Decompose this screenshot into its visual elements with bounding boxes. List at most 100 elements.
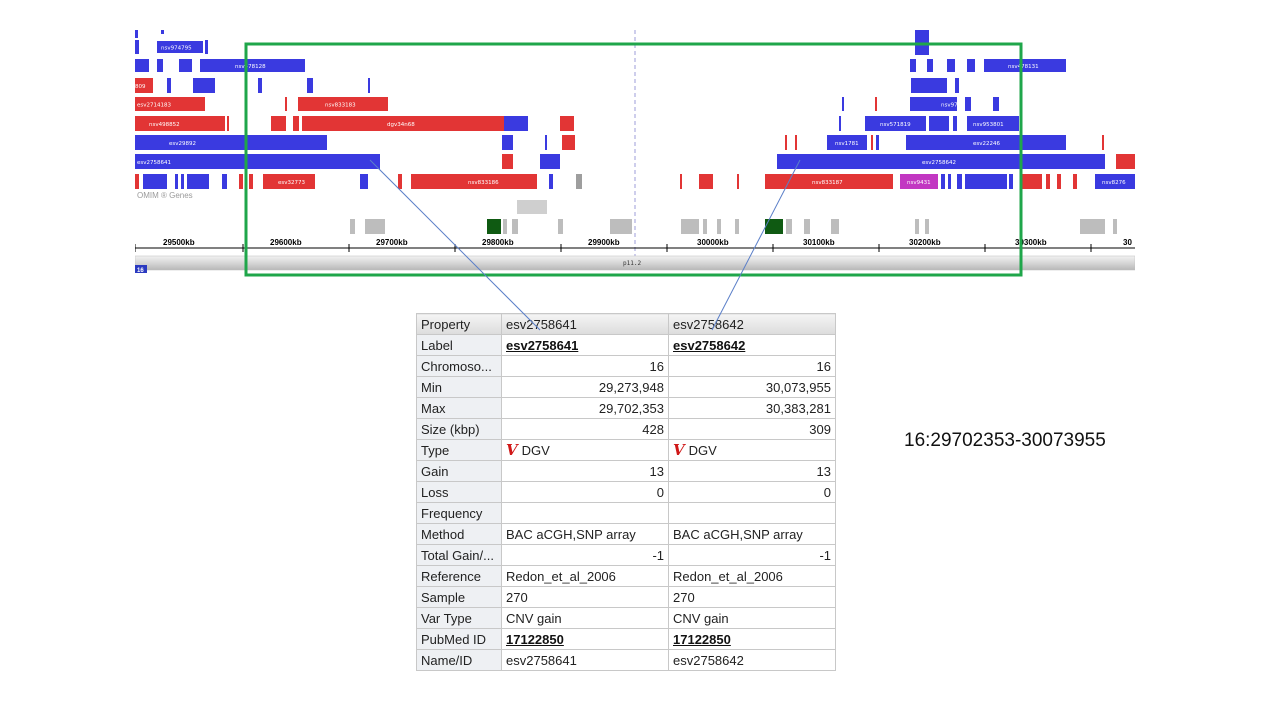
table-row: Method BAC aCGH,SNP array BAC aCGH,SNP arr… [416, 523, 836, 545]
table-row: PubMed ID 17122850 17122850 [416, 628, 836, 650]
type-value: DGV [521, 443, 550, 458]
variant-label: nsv1781 [835, 141, 859, 147]
table-row: Min 29,273,948 30,073,955 [416, 376, 836, 398]
property-value: 270 [668, 586, 836, 608]
value-link[interactable]: esv2758641 [506, 337, 579, 353]
table-row: Reference Redon_et_al_2006 Redon_et_al_200… [416, 565, 836, 587]
genome-browser-view[interactable]: nsv974795 nsv478128 nsv478131 809 esv271… [135, 30, 1135, 280]
chromosome-badge [135, 265, 147, 273]
property-value: 17122850 [501, 628, 669, 650]
property-value: BAC aCGH,SNP array [668, 523, 836, 545]
property-value: 13 [501, 460, 669, 482]
property-value: 270 [501, 586, 669, 608]
ruler-tick-label: 30200kb [909, 238, 941, 247]
table-header-row: Property esv2758641 esv2758642 [416, 313, 836, 335]
variant-label: 809 [135, 84, 146, 90]
variant-label: esv2714183 [137, 103, 171, 109]
property-value: 30,073,955 [668, 376, 836, 398]
ruler-tick-label: 30 [1123, 238, 1132, 247]
ruler-tick-label: 29600kb [270, 238, 302, 247]
property-value: Redon_et_al_2006 [668, 565, 836, 587]
table-row: Loss 0 0 [416, 481, 836, 503]
property-value: esv2758642 [668, 649, 836, 671]
header-property[interactable]: Property [416, 313, 502, 335]
table-row: Gain 13 13 [416, 460, 836, 482]
property-name: Min [416, 376, 502, 398]
coordinate-label: 16:29702353-30073955 [904, 430, 1106, 451]
table-row: Frequency [416, 502, 836, 524]
property-value: CNV gain [668, 607, 836, 629]
type-value: DGV [688, 443, 717, 458]
header-col1[interactable]: esv2758641 [501, 313, 669, 335]
property-value: -1 [501, 544, 669, 566]
property-value: 17122850 [668, 628, 836, 650]
variant-label: esv22246 [973, 141, 1001, 147]
variant-label: esv2758642 [922, 160, 956, 166]
variant-label: nsv498852 [149, 122, 180, 128]
property-value: 16 [668, 355, 836, 377]
variant-label: nsv9431 [907, 180, 931, 186]
property-name: Size (kbp) [416, 418, 502, 440]
properties-table: Property esv2758641 esv2758642 Label esv2… [416, 313, 836, 671]
table-row: Name/ID esv2758641 esv2758642 [416, 649, 836, 671]
table-row: Type V DGV V DGV [416, 439, 836, 461]
property-value: Redon_et_al_2006 [501, 565, 669, 587]
property-value: 428 [501, 418, 669, 440]
table-row: Label esv2758641 esv2758642 [416, 334, 836, 356]
variant-label: dgv34n68 [387, 122, 415, 128]
property-value: esv2758641 [501, 649, 669, 671]
property-name: Frequency [416, 502, 502, 524]
variant-label: nsv833183 [325, 103, 356, 109]
variant-label: nsv478128 [235, 64, 266, 70]
header-col2[interactable]: esv2758642 [668, 313, 836, 335]
property-name: PubMed ID [416, 628, 502, 650]
property-value: esv2758641 [501, 334, 669, 356]
chromosome-number: 16 [137, 268, 144, 274]
property-value: esv2758642 [668, 334, 836, 356]
property-value: 29,702,353 [501, 397, 669, 419]
variant-label: esv2758641 [137, 160, 171, 166]
ruler-tick-label: 29800kb [482, 238, 514, 247]
property-name: Reference [416, 565, 502, 587]
value-link[interactable]: 17122850 [673, 631, 731, 647]
table-row: Chromoso... 16 16 [416, 355, 836, 377]
value-link[interactable]: esv2758642 [673, 337, 746, 353]
table-row: Total Gain/... -1 -1 [416, 544, 836, 566]
property-name: Max [416, 397, 502, 419]
property-value: 0 [668, 481, 836, 503]
property-value: -1 [668, 544, 836, 566]
variant-label: nsv977956 [941, 103, 972, 109]
ruler-tick-label: 30100kb [803, 238, 835, 247]
variant-bar [157, 41, 203, 53]
variant-label: nsv974795 [161, 46, 192, 52]
property-value: 13 [668, 460, 836, 482]
variant-bar-esv2758642 [777, 154, 1105, 169]
table-row: Sample 270 270 [416, 586, 836, 608]
variant-bar-esv2758641 [135, 154, 380, 169]
variant-label: esv29892 [169, 141, 196, 147]
property-name: Total Gain/... [416, 544, 502, 566]
property-name: Label [416, 334, 502, 356]
ruler-tick-label: 30000kb [697, 238, 729, 247]
property-value [501, 502, 669, 524]
value-link[interactable]: 17122850 [506, 631, 564, 647]
property-name: Chromoso... [416, 355, 502, 377]
property-name: Type [416, 439, 502, 461]
track-title: OMIM ® Genes [137, 191, 193, 200]
variant-label: nsv8276 [1102, 180, 1126, 186]
highlight-region-box [244, 42, 1023, 277]
property-value: BAC aCGH,SNP array [501, 523, 669, 545]
dgv-v-icon: V [673, 441, 685, 459]
property-name: Var Type [416, 607, 502, 629]
property-value: V DGV [501, 439, 669, 461]
property-name: Loss [416, 481, 502, 503]
dgv-v-icon: V [506, 441, 518, 459]
variant-label: nsv571819 [880, 122, 911, 128]
property-name: Method [416, 523, 502, 545]
property-name: Name/ID [416, 649, 502, 671]
property-value: 29,273,948 [501, 376, 669, 398]
property-value: V DGV [668, 439, 836, 461]
ruler-tick-label: 29500kb [163, 238, 195, 247]
table-row: Max 29,702,353 30,383,281 [416, 397, 836, 419]
property-value: CNV gain [501, 607, 669, 629]
